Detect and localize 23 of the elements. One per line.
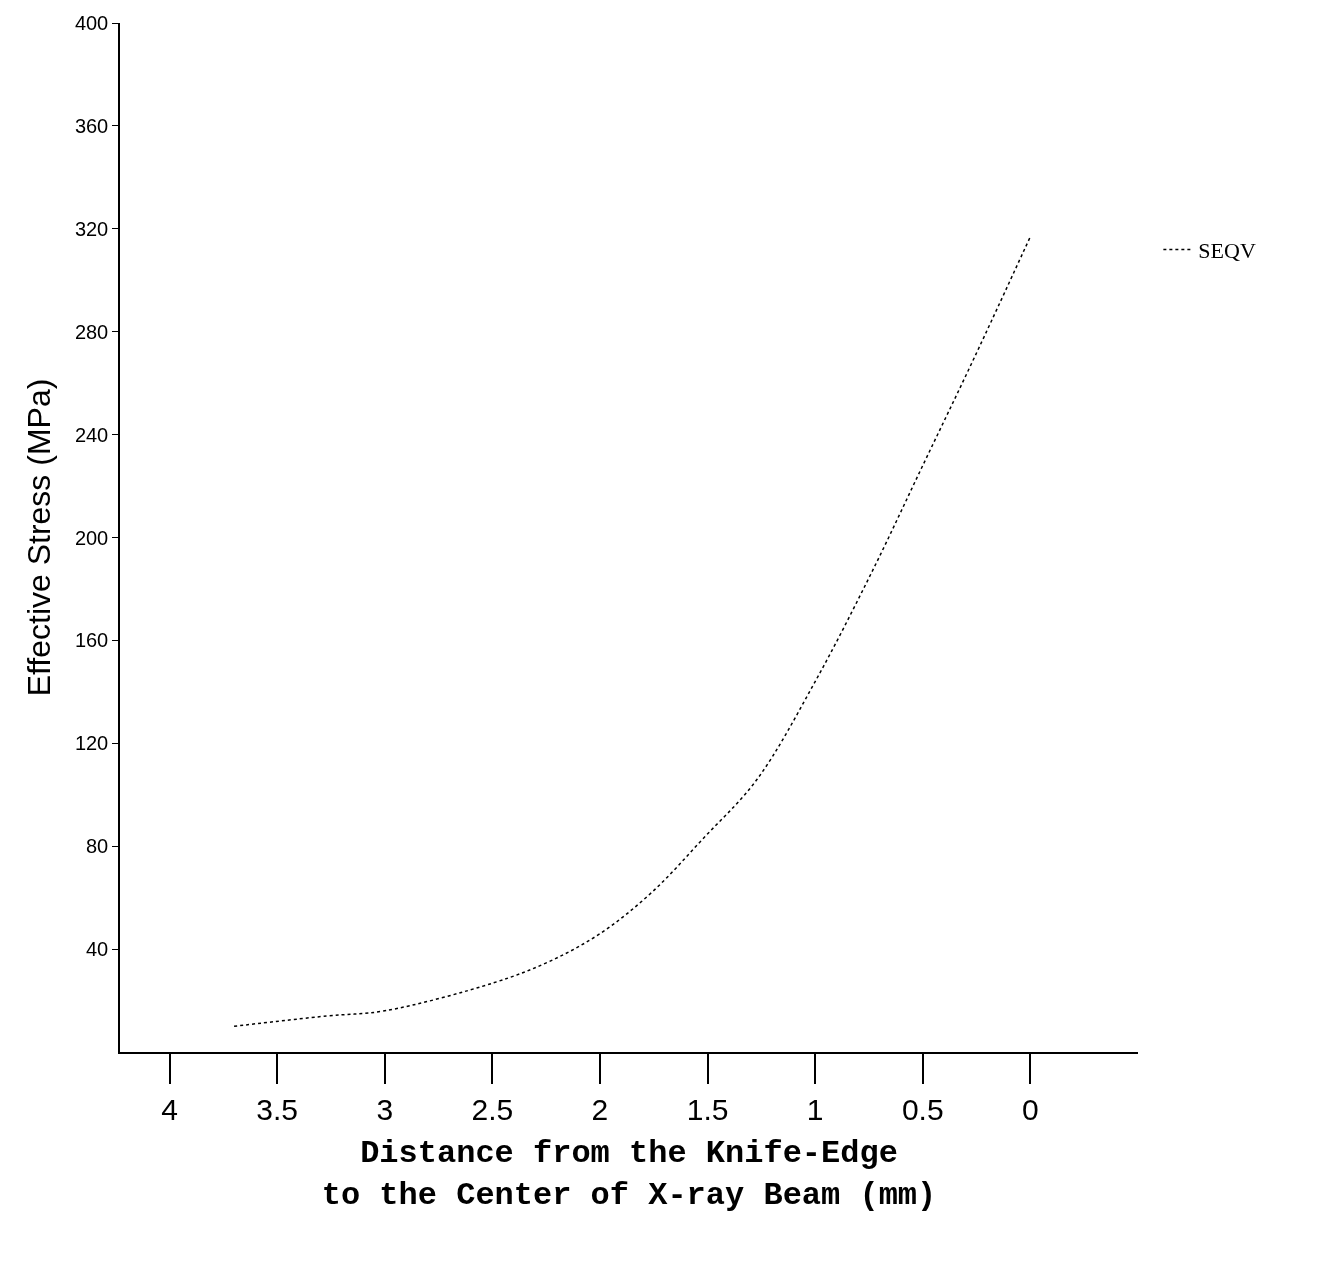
y-tick-label: 360 (74, 114, 109, 137)
x-tick-label: 1.5 (686, 1093, 729, 1126)
y-tick-label: 200 (74, 526, 109, 549)
legend-label: SEQV (1198, 238, 1256, 264)
y-tick-label: 320 (74, 217, 109, 240)
y-axis-title: Effective Stress (MPa) (20, 378, 57, 697)
x-tick-label: 2 (591, 1093, 609, 1126)
x-tick-label: 2.5 (471, 1093, 514, 1126)
x-tick-label: 0.5 (901, 1093, 944, 1126)
x-tick-label: 1 (806, 1093, 824, 1126)
y-tick-label: 40 (86, 938, 109, 961)
y-tick-label: 280 (74, 320, 109, 343)
line-series (233, 235, 1032, 1028)
y-tick-label: 80 (86, 835, 109, 858)
x-axis-title: Distance from the Knife-Edge to the Center of X-ray Beam (mm) (321, 1135, 937, 1214)
y-tick-label: 160 (74, 629, 109, 652)
x-tick-label: 0 (1022, 1093, 1039, 1126)
x-tick-label: 3 (376, 1093, 394, 1126)
x-tick-label: 4 (161, 1093, 178, 1126)
y-tick-label: 240 (74, 423, 109, 446)
y-tick-label: 120 (74, 732, 109, 755)
y-tick-label: 400 (74, 12, 109, 34)
x-tick-label: 3.5 (256, 1093, 298, 1126)
